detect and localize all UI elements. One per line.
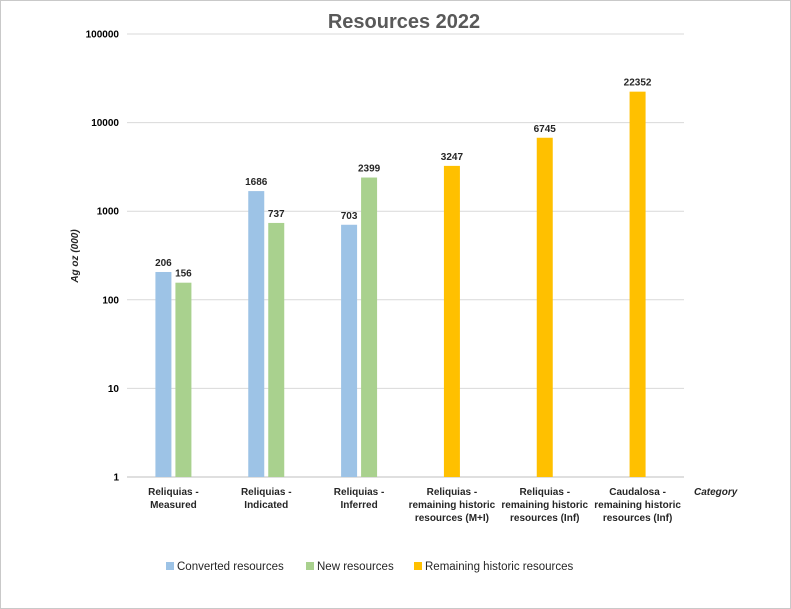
bar <box>155 271 172 477</box>
category-label-line: Reliquias - <box>334 487 385 498</box>
category-label-line: Caudalosa - <box>609 487 666 498</box>
category-label-line: Reliquias - <box>148 487 199 498</box>
bar <box>629 91 646 477</box>
data-label: 22352 <box>624 78 652 89</box>
category-label: Reliquias - Measured <box>148 487 199 511</box>
x-axis-title: Category <box>694 487 738 498</box>
data-label: 2399 <box>358 164 381 175</box>
data-label: 206 <box>155 258 172 269</box>
legend: Converted resources New resources Remainin… <box>166 561 574 573</box>
category-label-line: Reliquias - <box>427 487 478 498</box>
chart-title: Resources 2022 <box>328 11 480 33</box>
data-label: 703 <box>341 211 358 222</box>
y-axis-title: Ag oz (000) <box>70 229 81 284</box>
legend-label: Remaining historic resources <box>425 561 574 573</box>
y-tick-label: 100000 <box>86 30 120 41</box>
y-tick-label: 10000 <box>91 118 119 129</box>
data-label: 6745 <box>534 124 557 135</box>
category-label-line: resources (M+I) <box>415 513 489 524</box>
legend-label: Converted resources <box>177 561 284 573</box>
y-tick-label: 100 <box>102 295 119 306</box>
category-label: Reliquias - remaining historic resources (… <box>409 487 496 524</box>
legend-swatch <box>166 562 174 570</box>
category-label: Reliquias - Indicated <box>241 487 292 511</box>
data-label: 3247 <box>441 152 464 163</box>
bar <box>248 191 265 478</box>
y-tick-label: 10 <box>108 384 120 395</box>
category-label-line: resources (Inf) <box>510 513 579 524</box>
data-label: 1686 <box>245 177 268 188</box>
data-label: 737 <box>268 209 285 220</box>
y-axis-ticks: 100000 10000 1000 100 10 1 <box>86 30 120 484</box>
bars <box>155 91 646 478</box>
category-label-line: resources (Inf) <box>603 513 672 524</box>
legend-swatch <box>306 562 314 570</box>
category-label-line: Indicated <box>244 500 288 511</box>
category-label-line: Measured <box>150 500 197 511</box>
category-label: Reliquias - Inferred <box>334 487 385 511</box>
category-label: Caudalosa - remaining historic resources (… <box>594 487 681 524</box>
y-tick-label: 1 <box>113 473 119 484</box>
bar <box>443 165 460 477</box>
bar <box>175 282 192 477</box>
category-label-line: Inferred <box>340 500 377 511</box>
gridlines <box>127 33 684 389</box>
category-label-line: remaining historic <box>594 500 681 511</box>
legend-label: New resources <box>317 561 394 573</box>
category-label-line: remaining historic <box>501 500 588 511</box>
data-label: 156 <box>175 269 192 280</box>
category-label-line: Reliquias - <box>241 487 292 498</box>
bar <box>268 222 285 477</box>
category-label-line: remaining historic <box>409 500 496 511</box>
legend-swatch <box>414 562 422 570</box>
bar <box>536 137 553 477</box>
category-label-line: Reliquias - <box>519 487 570 498</box>
bar <box>361 177 378 477</box>
bar <box>341 224 358 477</box>
y-tick-label: 1000 <box>97 207 120 218</box>
category-label: Reliquias - remaining historic resources (… <box>501 487 588 524</box>
